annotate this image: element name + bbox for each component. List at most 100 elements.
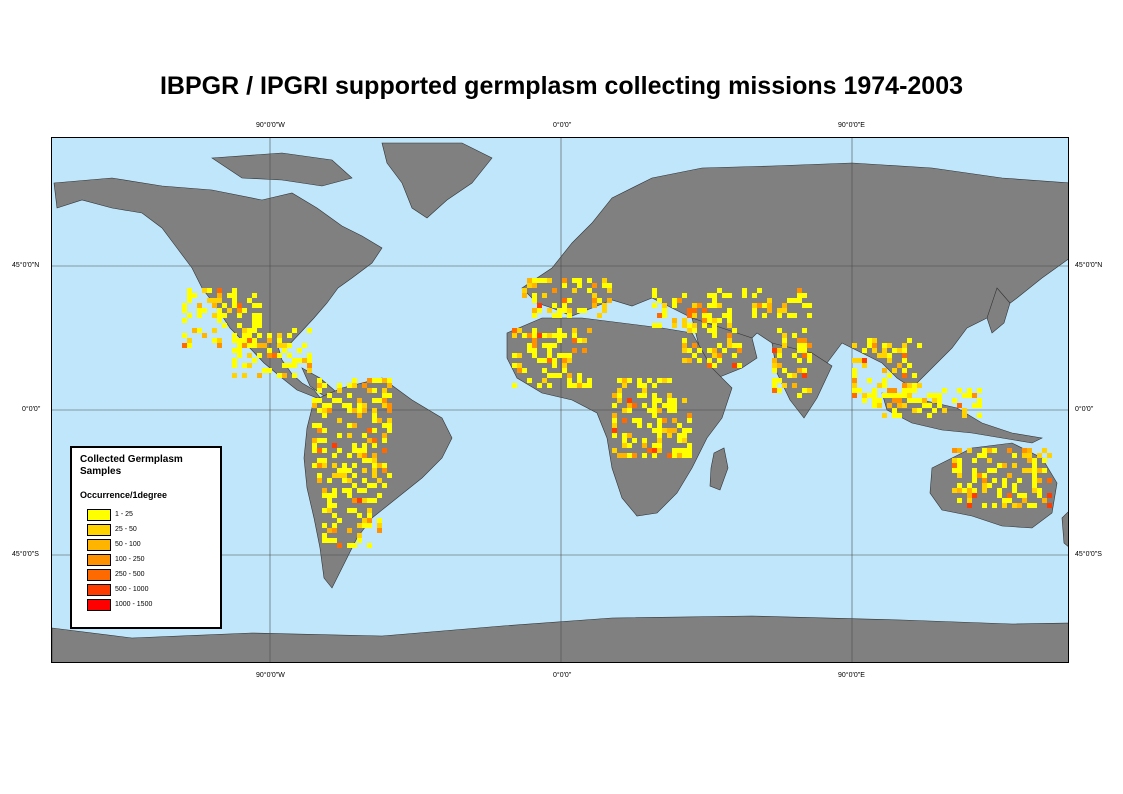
occurrence-cell <box>547 278 552 283</box>
occurrence-cell <box>692 343 697 348</box>
occurrence-cell <box>347 543 352 548</box>
occurrence-cell <box>907 363 912 368</box>
occurrence-cell <box>237 313 242 318</box>
occurrence-cell <box>317 378 322 383</box>
occurrence-cell <box>357 513 362 518</box>
occurrence-cell <box>902 343 907 348</box>
occurrence-cell <box>307 353 312 358</box>
occurrence-cell <box>522 368 527 373</box>
occurrence-cell <box>957 498 962 503</box>
occurrence-cell <box>977 398 982 403</box>
occurrence-cell <box>352 383 357 388</box>
occurrence-cell <box>807 343 812 348</box>
occurrence-cell <box>957 483 962 488</box>
occurrence-cell <box>967 448 972 453</box>
occurrence-cell <box>547 353 552 358</box>
occurrence-cell <box>987 458 992 463</box>
occurrence-cell <box>967 498 972 503</box>
occurrence-cell <box>642 443 647 448</box>
occurrence-cell <box>957 448 962 453</box>
occurrence-cell <box>872 338 877 343</box>
occurrence-cell <box>622 443 627 448</box>
occurrence-cell <box>342 473 347 478</box>
occurrence-cell <box>332 398 337 403</box>
occurrence-cell <box>797 368 802 373</box>
occurrence-cell <box>797 348 802 353</box>
occurrence-cell <box>652 453 657 458</box>
occurrence-cell <box>682 348 687 353</box>
occurrence-cell <box>892 398 897 403</box>
occurrence-cell <box>802 303 807 308</box>
occurrence-cell <box>1012 453 1017 458</box>
occurrence-cell <box>707 318 712 323</box>
occurrence-cell <box>627 398 632 403</box>
occurrence-cell <box>542 358 547 363</box>
occurrence-cell <box>247 333 252 338</box>
occurrence-cell <box>902 393 907 398</box>
occurrence-cell <box>572 288 577 293</box>
occurrence-cell <box>307 328 312 333</box>
occurrence-cell <box>542 278 547 283</box>
occurrence-cell <box>197 303 202 308</box>
occurrence-cell <box>657 448 662 453</box>
occurrence-cell <box>647 378 652 383</box>
occurrence-cell <box>887 393 892 398</box>
occurrence-cell <box>587 278 592 283</box>
occurrence-cell <box>367 543 372 548</box>
occurrence-cell <box>287 353 292 358</box>
occurrence-cell <box>527 348 532 353</box>
occurrence-cell <box>707 348 712 353</box>
occurrence-cell <box>557 308 562 313</box>
occurrence-cell <box>887 343 892 348</box>
occurrence-cell <box>542 368 547 373</box>
occurrence-cell <box>547 333 552 338</box>
occurrence-cell <box>1022 468 1027 473</box>
occurrence-cell <box>292 328 297 333</box>
occurrence-cell <box>562 333 567 338</box>
occurrence-cell <box>187 313 192 318</box>
occurrence-cell <box>252 358 257 363</box>
occurrence-cell <box>912 388 917 393</box>
occurrence-cell <box>362 408 367 413</box>
occurrence-cell <box>672 318 677 323</box>
occurrence-cell <box>537 303 542 308</box>
occurrence-cell <box>372 413 377 418</box>
occurrence-cell <box>282 343 287 348</box>
occurrence-cell <box>1002 483 1007 488</box>
occurrence-cell <box>182 303 187 308</box>
occurrence-cell <box>982 488 987 493</box>
legend-title-line1: Collected Germplasm <box>80 454 183 465</box>
occurrence-cell <box>1027 458 1032 463</box>
occurrence-cell <box>672 323 677 328</box>
occurrence-cell <box>882 383 887 388</box>
occurrence-cell <box>687 308 692 313</box>
occurrence-cell <box>562 353 567 358</box>
occurrence-cell <box>337 543 342 548</box>
occurrence-cell <box>337 448 342 453</box>
occurrence-cell <box>212 303 217 308</box>
occurrence-cell <box>767 298 772 303</box>
occurrence-cell <box>557 313 562 318</box>
occurrence-cell <box>762 303 767 308</box>
occurrence-cell <box>317 428 322 433</box>
occurrence-cell <box>192 328 197 333</box>
occurrence-cell <box>612 413 617 418</box>
occurrence-cell <box>252 338 257 343</box>
occurrence-cell <box>727 338 732 343</box>
occurrence-cell <box>317 398 322 403</box>
occurrence-cell <box>382 483 387 488</box>
occurrence-cell <box>802 353 807 358</box>
occurrence-cell <box>577 378 582 383</box>
occurrence-cell <box>657 438 662 443</box>
occurrence-cell <box>627 453 632 458</box>
occurrence-cell <box>1037 478 1042 483</box>
occurrence-cell <box>782 343 787 348</box>
occurrence-cell <box>372 428 377 433</box>
occurrence-cell <box>972 393 977 398</box>
occurrence-cell <box>617 453 622 458</box>
occurrence-cell <box>802 388 807 393</box>
occurrence-cell <box>362 433 367 438</box>
occurrence-cell <box>187 298 192 303</box>
occurrence-cell <box>712 303 717 308</box>
occurrence-cell <box>322 533 327 538</box>
